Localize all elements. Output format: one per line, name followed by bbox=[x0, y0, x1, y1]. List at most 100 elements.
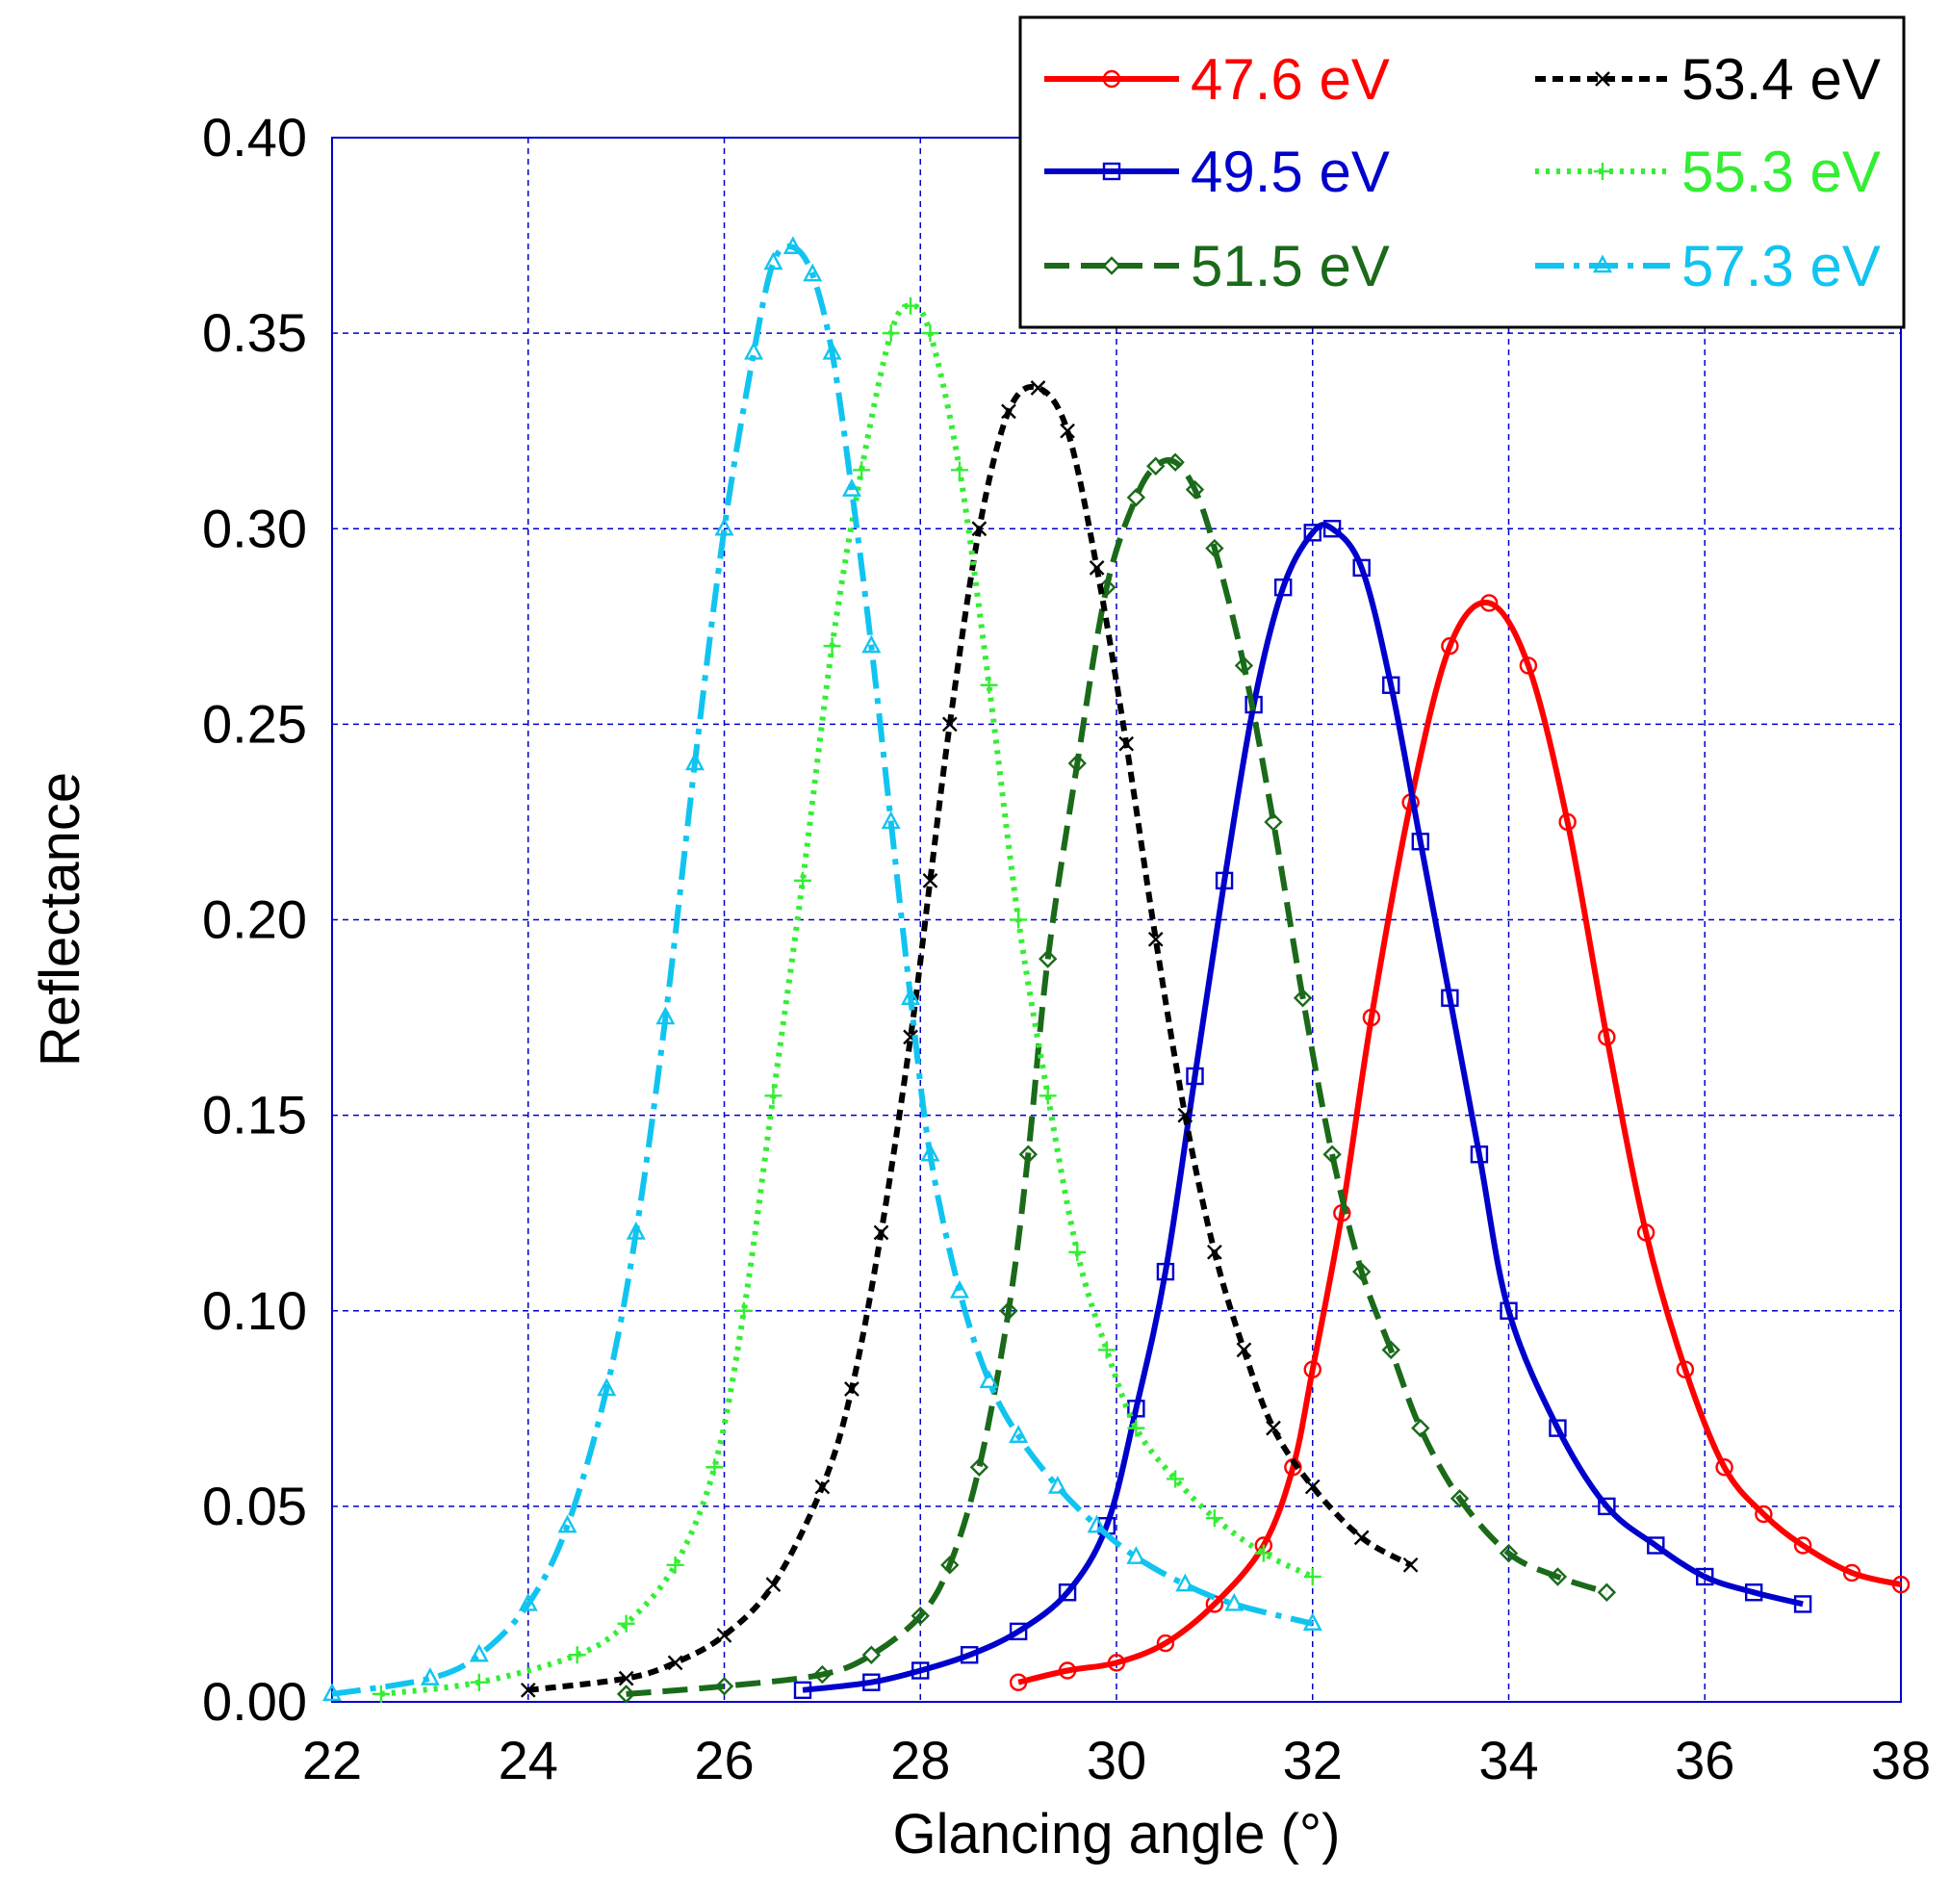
data-point bbox=[861, 1645, 882, 1664]
data-point bbox=[911, 1606, 930, 1626]
data-point bbox=[1402, 1557, 1419, 1573]
data-point bbox=[969, 1457, 989, 1477]
data-point bbox=[1351, 1262, 1372, 1281]
y-tick-label: 0.30 bbox=[202, 498, 307, 558]
data-point bbox=[1382, 676, 1400, 694]
series-47-6-eV bbox=[1009, 594, 1911, 1691]
data-point bbox=[1167, 1470, 1185, 1488]
data-point bbox=[706, 1458, 724, 1477]
data-point bbox=[1755, 1505, 1773, 1524]
data-point bbox=[1067, 754, 1087, 773]
data-point bbox=[1126, 1546, 1146, 1564]
y-tick-label: 0.25 bbox=[202, 693, 307, 754]
legend-label: 47.6 eV bbox=[1191, 47, 1390, 112]
data-point bbox=[873, 1224, 889, 1241]
series-group bbox=[322, 236, 1911, 1704]
legend-label: 55.3 eV bbox=[1681, 140, 1881, 204]
data-point bbox=[420, 1667, 440, 1685]
series-51-5-eV bbox=[616, 452, 1617, 1704]
data-point bbox=[1441, 636, 1459, 656]
data-point bbox=[1479, 594, 1499, 612]
data-point bbox=[322, 1683, 342, 1702]
data-point bbox=[862, 1673, 881, 1691]
x-axis-title: Glancing angle (°) bbox=[893, 1803, 1341, 1865]
data-point bbox=[803, 263, 823, 282]
data-point bbox=[1087, 1514, 1107, 1533]
y-axis-title: Reflectance bbox=[29, 772, 91, 1067]
data-point bbox=[1322, 520, 1342, 538]
data-point bbox=[901, 987, 921, 1005]
legend-marker bbox=[1593, 254, 1612, 273]
data-point bbox=[666, 1556, 684, 1574]
data-point bbox=[1842, 1563, 1861, 1582]
x-tick-label: 22 bbox=[302, 1730, 362, 1790]
x-tick-label: 34 bbox=[1478, 1730, 1538, 1790]
data-point bbox=[1304, 1479, 1321, 1495]
series-line bbox=[527, 383, 1413, 1693]
y-tick-label: 0.40 bbox=[202, 107, 307, 167]
legend-marker bbox=[1102, 162, 1121, 181]
data-point bbox=[1089, 560, 1105, 576]
legend-item: 51.5 eV bbox=[1044, 234, 1390, 298]
data-point bbox=[1793, 1536, 1812, 1555]
data-point bbox=[1891, 1575, 1911, 1594]
data-point bbox=[1058, 1583, 1077, 1602]
x-tick-label: 30 bbox=[1087, 1730, 1146, 1790]
data-point bbox=[1264, 812, 1283, 832]
data-point bbox=[823, 637, 841, 656]
data-point bbox=[1441, 989, 1459, 1007]
data-point bbox=[1744, 1583, 1763, 1602]
data-point bbox=[1266, 1420, 1281, 1436]
data-point bbox=[980, 676, 998, 694]
data-point bbox=[1549, 1419, 1567, 1437]
data-point bbox=[853, 461, 871, 479]
data-point bbox=[655, 1006, 676, 1025]
data-point bbox=[902, 296, 920, 315]
data-point bbox=[667, 1655, 683, 1671]
x-tick-label: 36 bbox=[1675, 1730, 1734, 1790]
data-point bbox=[1598, 1028, 1616, 1046]
data-point bbox=[844, 1381, 860, 1397]
data-point bbox=[1068, 1243, 1087, 1261]
x-tick-label: 32 bbox=[1283, 1730, 1343, 1790]
data-point bbox=[1207, 1244, 1222, 1260]
data-point bbox=[1186, 1067, 1204, 1086]
legend: 47.6 eV 49.5 eV 51.5 eV 53.4 eV 55.3 eV 57.3 … bbox=[1018, 15, 1906, 329]
data-point bbox=[568, 1646, 586, 1664]
data-point bbox=[1353, 1530, 1370, 1546]
x-tick-label: 38 bbox=[1871, 1730, 1931, 1790]
x-tick-label: 26 bbox=[694, 1730, 754, 1790]
data-point bbox=[1156, 1634, 1175, 1653]
data-point bbox=[518, 1592, 538, 1611]
data-point bbox=[1146, 456, 1166, 476]
data-point bbox=[1097, 1341, 1116, 1359]
legend-label: 51.5 eV bbox=[1191, 234, 1390, 298]
series-line bbox=[626, 457, 1608, 1697]
data-point bbox=[793, 1681, 812, 1700]
grid bbox=[332, 138, 1901, 1702]
x-tick-label: 28 bbox=[890, 1730, 950, 1790]
y-tick-label: 0.20 bbox=[202, 889, 307, 950]
data-point bbox=[822, 341, 842, 360]
data-point bbox=[618, 1670, 634, 1686]
data-point bbox=[861, 634, 882, 654]
data-point bbox=[1519, 656, 1538, 675]
data-point bbox=[1177, 1107, 1193, 1123]
data-point bbox=[372, 1685, 390, 1703]
y-tick-label: 0.05 bbox=[202, 1476, 307, 1536]
data-point bbox=[1636, 1223, 1655, 1242]
data-point bbox=[911, 1661, 930, 1680]
data-point bbox=[1598, 1497, 1616, 1516]
data-point bbox=[1009, 1425, 1029, 1443]
data-point bbox=[1018, 1145, 1039, 1164]
series-49-5-eV bbox=[793, 520, 1812, 1700]
data-point bbox=[1126, 488, 1146, 507]
legend-label: 57.3 eV bbox=[1681, 234, 1881, 298]
data-point bbox=[1030, 380, 1046, 396]
data-point bbox=[1411, 833, 1430, 851]
data-point bbox=[557, 1514, 577, 1533]
data-point bbox=[1107, 1654, 1126, 1672]
legend-item: 55.3 eV bbox=[1535, 140, 1881, 204]
data-point bbox=[1676, 1360, 1695, 1378]
